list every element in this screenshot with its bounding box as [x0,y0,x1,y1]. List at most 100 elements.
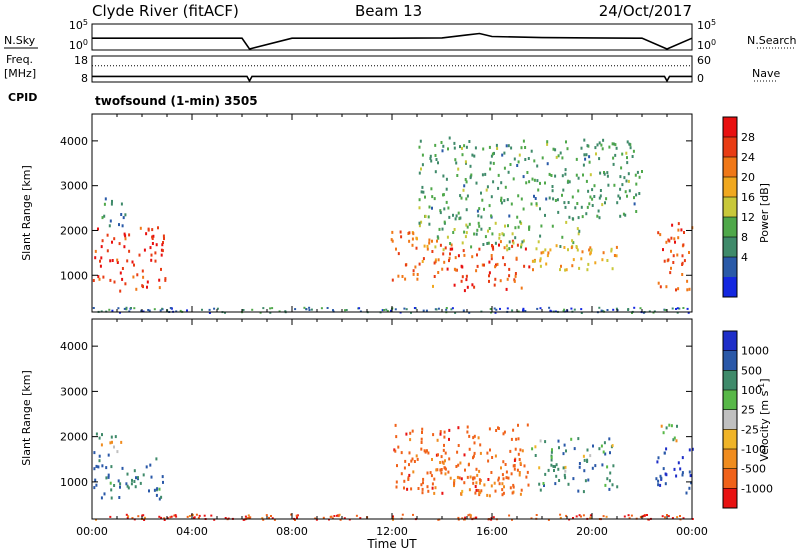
power-colorbar: 28 24 20 16 12 8 4 Power [dB] [722,116,771,298]
data-cell [420,447,423,451]
data-cell [686,307,689,310]
data-cell [426,485,429,489]
data-cell [343,517,346,520]
data-cell [564,465,567,469]
data-cell [426,247,429,251]
freq-left-label-line1: Freq. [6,53,33,66]
data-cell [563,201,566,205]
data-cell [431,250,434,253]
data-cell [688,448,691,452]
data-cell [628,142,631,146]
data-cell [513,157,516,161]
x-tick-label: 12:00 [376,525,408,538]
data-cell [546,254,549,258]
data-cell [124,237,127,241]
noise-left-label: N.Sky [4,34,36,47]
data-cell [433,275,436,278]
data-cell [471,283,474,287]
data-cell [488,227,491,230]
data-cell [269,311,272,314]
data-cell [150,258,153,262]
data-cell [454,268,457,272]
data-cell [528,227,531,231]
data-cell [320,307,323,310]
data-cell [448,437,450,441]
data-cell [481,263,484,267]
data-cell [269,307,272,310]
data-cell [536,307,539,310]
data-cell [114,435,117,439]
data-cell [111,240,113,244]
data-cell [520,243,523,247]
data-cell [94,256,97,260]
data-cell [502,460,505,464]
data-cell [441,149,444,153]
data-cell [109,259,112,263]
data-cell [406,487,409,491]
data-cell [416,237,418,241]
data-cell [676,253,679,257]
data-cell [460,477,463,481]
noise-panel-frame [91,23,693,51]
data-cell [465,278,468,282]
data-cell [604,201,606,205]
data-cell [100,310,103,313]
data-cell [111,440,113,444]
data-cell [459,461,462,465]
data-cell [539,439,542,443]
data-cell [551,185,554,188]
data-cell [539,181,541,185]
data-cell [431,239,433,243]
data-cell [444,472,447,476]
data-cell [503,151,506,155]
data-cell [439,468,442,472]
data-cell [296,516,298,519]
data-cell [681,273,684,276]
data-cell [101,216,104,220]
data-cell [662,248,664,252]
data-cell [109,278,112,282]
data-cell [681,471,684,475]
data-cell [564,205,567,209]
data-cell [517,437,520,441]
data-cell [499,240,502,244]
data-cell [582,490,585,494]
colorbar-tick-label: 1000 [741,345,769,358]
data-cell [627,308,630,310]
data-cell [464,468,466,472]
data-cell [411,237,414,241]
data-cell [589,173,592,177]
data-cell [413,307,416,309]
data-cell [143,519,146,521]
data-cell [434,486,437,490]
data-cell [424,195,426,199]
data-cell [674,240,676,244]
data-cell [471,153,474,157]
data-cell [652,311,655,314]
data-cell [475,481,478,485]
data-cell [450,243,453,247]
data-cell [243,518,246,521]
data-cell [599,171,602,175]
data-cell [401,275,404,278]
data-cell [97,227,99,231]
data-cell [120,440,123,444]
data-cell [463,230,466,234]
data-cell [549,248,552,252]
data-cell [491,456,494,459]
data-cell [486,242,489,245]
data-cell [538,466,541,470]
data-cell [439,430,442,434]
data-cell [557,154,560,158]
data-cell [538,482,541,486]
data-cell [113,445,115,449]
data-cell [464,235,467,239]
data-cell [159,309,162,312]
data-cell [550,455,553,459]
data-cell [140,309,143,312]
data-cell [331,517,334,520]
data-cell [456,450,459,454]
data-cell [518,473,521,477]
data-cell [496,147,499,150]
data-cell [442,461,445,465]
